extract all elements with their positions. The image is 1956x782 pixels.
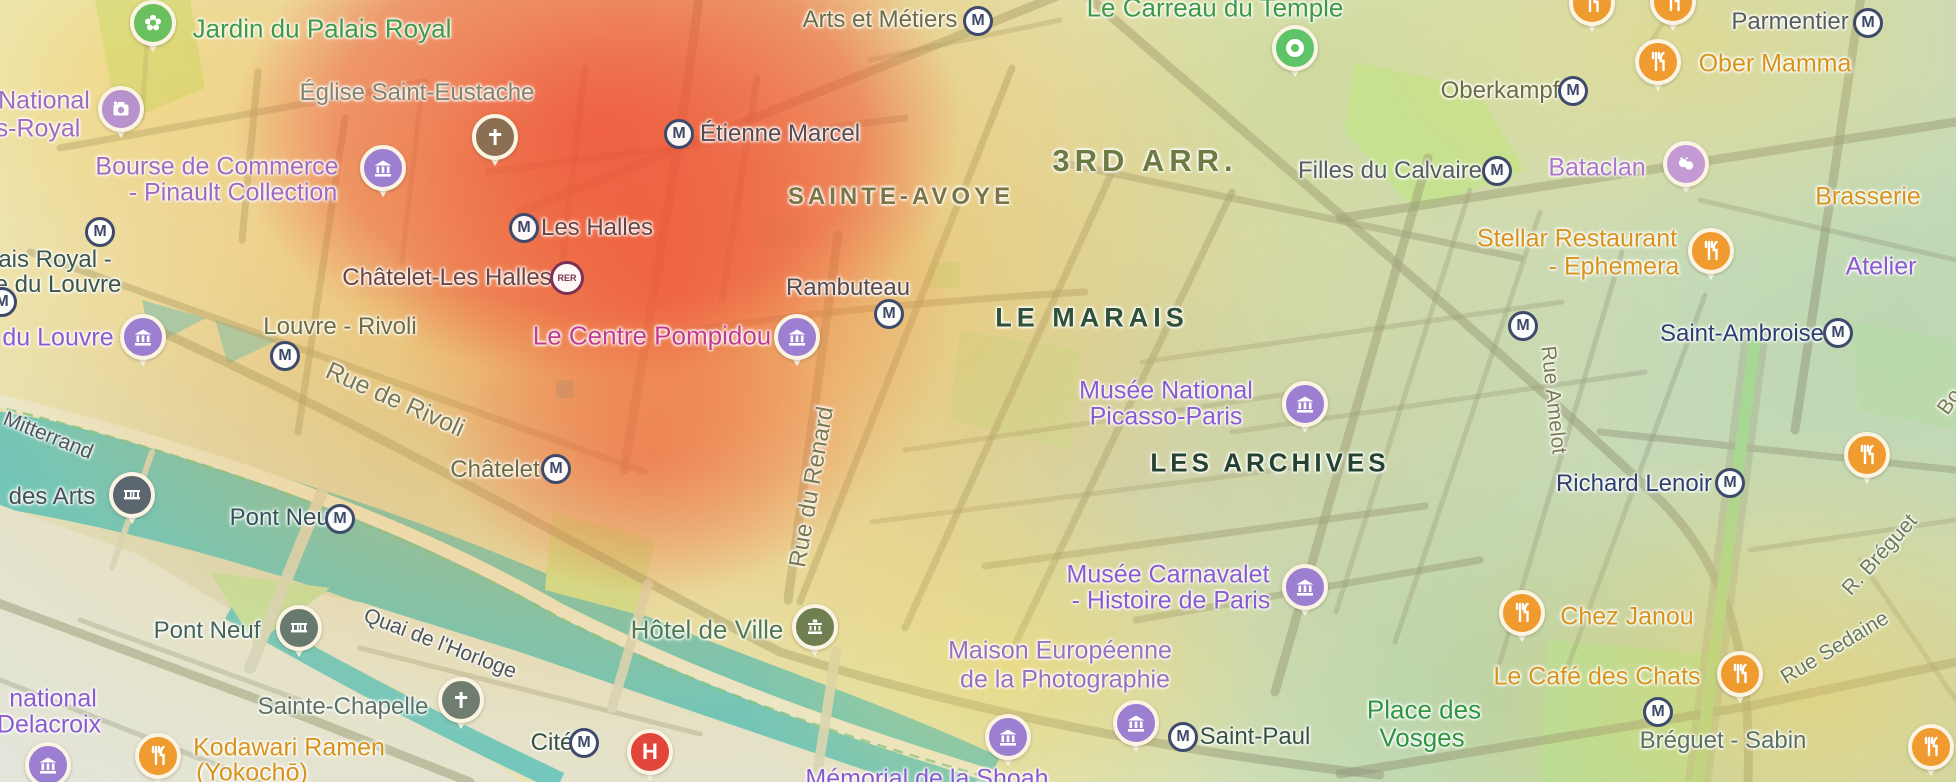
label-yokoch[interactable]: (Yokochō)	[196, 758, 308, 782]
label-delacroix[interactable]: Delacroix	[0, 710, 102, 739]
metro-badge-icon[interactable]: M	[1823, 318, 1853, 348]
label-des-arts[interactable]: des Arts	[8, 483, 96, 510]
label-ch-telet-les-halles[interactable]: Châtelet-Les Halles	[342, 264, 552, 291]
label-filles-du-calvaire[interactable]: Filles du Calvaire	[1297, 157, 1483, 184]
label-national[interactable]: national	[9, 684, 97, 713]
label-ch-telet[interactable]: Châtelet	[450, 456, 540, 483]
label-cit[interactable]: Cité	[530, 729, 574, 756]
label-mus-e-national[interactable]: Musée National	[1079, 376, 1253, 405]
label-r-br-guet: R. Bréguet	[1837, 509, 1922, 600]
label-saint-paul[interactable]: Saint-Paul	[1199, 723, 1311, 750]
metro-badge-icon[interactable]: M	[270, 341, 300, 371]
metro-badge-icon[interactable]: M	[1508, 311, 1538, 341]
label-br-guet-sabin[interactable]: Bréguet - Sabin	[1639, 727, 1807, 754]
metro-badge-icon[interactable]: M	[963, 6, 993, 36]
label-bourse-de-commerce[interactable]: Bourse de Commerce	[95, 152, 339, 181]
label-vosges: Vosges	[1379, 722, 1465, 753]
metro-badge-icon[interactable]: M	[664, 119, 694, 149]
label-sainte-avoye: SAINTE-AVOYE	[787, 183, 1015, 210]
label-le-caf-des-chats[interactable]: Le Café des Chats	[1493, 662, 1701, 691]
label-sainte-chapelle[interactable]: Sainte-Chapelle	[257, 693, 429, 720]
label-ais-royal[interactable]: ais Royal -	[0, 246, 112, 273]
metro-badge-icon[interactable]: M	[1643, 697, 1673, 727]
label-le-marais: LE MARAIS	[995, 302, 1189, 333]
label-saint-ambroise[interactable]: Saint-Ambroise	[1659, 320, 1825, 347]
metro-badge-icon[interactable]: M	[874, 299, 904, 329]
label-de-la-photographie[interactable]: de la Photographie	[960, 665, 1170, 694]
label-tienne-marcel[interactable]: Étienne Marcel	[699, 120, 861, 147]
label-le-centre-pompidou[interactable]: Le Centre Pompidou	[532, 320, 772, 351]
metro-badge-icon[interactable]: M	[1558, 76, 1588, 106]
label-bo: Bo	[1932, 384, 1956, 419]
label-m-morial-de-la-shoah[interactable]: Mémorial de la Shoah	[805, 764, 1049, 782]
label-glise-saint-eustache[interactable]: Église Saint-Eustache	[299, 79, 535, 106]
label-3rd-arr: 3RD ARR.	[1052, 143, 1238, 178]
label-pont-neuf[interactable]: Pont Neuf	[229, 504, 337, 531]
label-quai-de-l-horloge: Quai de l'Horloge	[360, 603, 520, 684]
label-ephemera[interactable]: - Ephemera	[1548, 252, 1680, 281]
label-h-tel-de-ville[interactable]: Hôtel de Ville	[630, 614, 784, 645]
label-les-halles[interactable]: Les Halles	[540, 214, 654, 241]
label-rambuteau[interactable]: Rambuteau	[785, 274, 911, 301]
label-parmentier[interactable]: Parmentier	[1731, 8, 1849, 35]
rer-badge-icon[interactable]: RER	[550, 261, 584, 295]
label-national[interactable]: National	[0, 86, 90, 115]
label-mitterrand: Mitterrand	[0, 407, 97, 464]
metro-badge-icon[interactable]: M	[541, 454, 571, 484]
label-s-royal[interactable]: s-Royal	[0, 114, 81, 143]
label-e-du-louvre[interactable]: e du Louvre	[0, 271, 122, 298]
label-arts-et-m-tiers[interactable]: Arts et Métiers	[802, 6, 958, 33]
metro-badge-icon[interactable]: M	[569, 728, 599, 758]
label-maison-europ-enne[interactable]: Maison Européenne	[948, 636, 1172, 665]
label-ober-mamma[interactable]: Ober Mamma	[1698, 49, 1852, 78]
label-rue-sedaine: Rue Sedaine	[1776, 606, 1893, 689]
label-rue-du-renard: Rue du Renard	[784, 404, 839, 570]
label-louvre-rivoli[interactable]: Louvre - Rivoli	[263, 313, 417, 340]
label-pinault-collection[interactable]: - Pinault Collection	[128, 178, 338, 207]
label-jardin-du-palais-royal[interactable]: Jardin du Palais Royal	[192, 13, 452, 44]
metro-badge-icon[interactable]: M	[325, 504, 355, 534]
label-rue-de-rivoli: Rue de Rivoli	[321, 356, 469, 443]
metro-badge-icon[interactable]: M	[509, 213, 539, 243]
metro-badge-icon[interactable]: M	[1168, 722, 1198, 752]
label-bataclan[interactable]: Bataclan	[1548, 153, 1646, 182]
label-atelier[interactable]: Atelier	[1845, 252, 1917, 281]
metro-badge-icon[interactable]: M	[1482, 156, 1512, 186]
label-rue-amelot: Rue Amelot	[1536, 344, 1571, 456]
label-richard-lenoir[interactable]: Richard Lenoir	[1555, 470, 1713, 497]
metro-badge-icon[interactable]: M	[1715, 468, 1745, 498]
label-du-louvre[interactable]: du Louvre	[2, 323, 114, 352]
label-picasso-paris[interactable]: Picasso-Paris	[1089, 402, 1243, 431]
label-pont-neuf[interactable]: Pont Neuf	[153, 617, 261, 644]
metro-badge-icon[interactable]: M	[1853, 8, 1883, 38]
label-brasserie[interactable]: Brasserie	[1815, 182, 1921, 211]
label-les-archives: LES ARCHIVES	[1150, 447, 1390, 478]
label-histoire-de-paris[interactable]: - Histoire de Paris	[1071, 586, 1271, 615]
label-stellar-restaurant[interactable]: Stellar Restaurant	[1476, 224, 1678, 253]
label-mus-e-carnavalet[interactable]: Musée Carnavalet	[1066, 560, 1270, 589]
label-chez-janou[interactable]: Chez Janou	[1560, 602, 1694, 631]
metro-badge-icon[interactable]: M	[85, 217, 115, 247]
label-oberkampf[interactable]: Oberkampf	[1440, 77, 1560, 104]
label-place-des: Place des	[1366, 694, 1482, 725]
label-le-carreau-du-temple[interactable]: Le Carreau du Temple	[1086, 0, 1344, 23]
